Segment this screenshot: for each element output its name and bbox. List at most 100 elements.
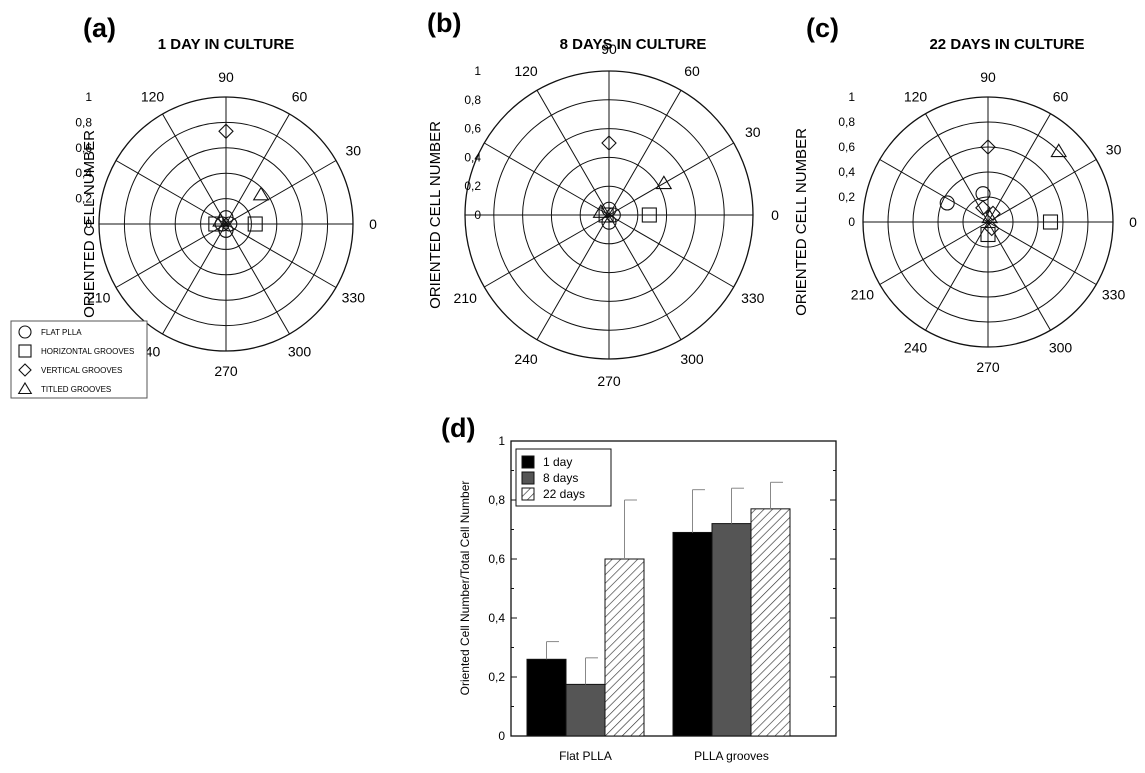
- angle-label: 60: [292, 89, 308, 105]
- polar-panel-3: (c) 22 DAYS IN CULTURE 0 30 60 90 120 210 240 270…: [793, 13, 1137, 375]
- angle-label: 40: [145, 343, 161, 359]
- legend-marker-square: [18, 344, 32, 358]
- bar-legend-label: 22 days: [543, 487, 585, 501]
- r-tick-label: 0: [85, 217, 92, 231]
- r-tick-label: 1: [85, 90, 92, 104]
- r-tick-label: 0,6: [464, 122, 481, 136]
- bar-legend-label: 1 day: [543, 455, 572, 469]
- polar-spoke: [225, 223, 337, 288]
- data-point-square: [1042, 214, 1059, 230]
- bar-legend-swatch: [521, 455, 535, 469]
- angle-label: 90: [980, 69, 996, 85]
- r-tick-label: 0,2: [75, 192, 92, 206]
- polar-spoke: [608, 214, 682, 340]
- r-tick-label: 0,8: [75, 115, 92, 129]
- data-point-diamond: [601, 135, 617, 151]
- marker-legend: FLAT PLLA HORIZONTAL GROOVES VERTICAL GROO…: [10, 320, 148, 399]
- polar-spoke: [879, 159, 989, 223]
- data-point-diamond: [983, 220, 1000, 237]
- angle-label: 300: [288, 343, 312, 359]
- data-point-square: [980, 226, 996, 243]
- angle-label: 270: [597, 373, 621, 389]
- bar-1: [526, 658, 567, 737]
- angle-label: 30: [745, 124, 761, 140]
- polar-charts: (a)1 DAY IN CULTURE030609012021040270300…: [75, 8, 1137, 389]
- angle-label: 270: [976, 359, 1000, 375]
- angle-label: 0: [771, 207, 779, 223]
- bar-legend-swatch: [521, 471, 535, 485]
- polar-spoke: [115, 160, 227, 225]
- polar-spoke: [608, 142, 734, 216]
- bar-chart: (d) 0 0,2 0,4 0,6 0,8 1 Oriented Cell Number/To…: [441, 413, 837, 763]
- polar-spoke: [608, 214, 734, 288]
- y-axis-label: Oriented Cell Number/Total Cell Number: [458, 481, 472, 696]
- r-tick-label: 0,2: [838, 190, 855, 204]
- x-tick-label: Flat PLLA: [559, 749, 612, 763]
- y-axis-label: ORIENTED CELL NUMBER: [81, 130, 98, 318]
- polar-spoke: [987, 221, 1097, 285]
- polar-spoke: [484, 214, 610, 288]
- angle-label: 60: [1053, 88, 1069, 104]
- polar-spoke: [484, 142, 610, 216]
- polar-spoke: [987, 159, 1097, 223]
- angle-label: 210: [851, 287, 875, 303]
- angle-label: 210: [87, 290, 111, 306]
- y-tick-label: 1: [498, 434, 505, 448]
- angle-label: 300: [680, 351, 704, 367]
- panel-title: 1 DAY IN CULTURE: [158, 36, 294, 53]
- polar-panel-1: (a) 1 DAY IN CULTURE 0 30 60 90 120 210 40 270 300…: [75, 13, 377, 379]
- bar-1: [672, 531, 713, 737]
- y-tick-label: 0,4: [488, 611, 505, 625]
- y-tick-label: 0,2: [488, 670, 505, 684]
- panel-label: (b): [427, 8, 461, 38]
- legend-marker-circle: [18, 325, 32, 339]
- legend-label: HORIZONTAL GROOVES: [41, 347, 134, 356]
- polar-spoke: [879, 221, 989, 285]
- data-point-diamond: [985, 205, 1001, 222]
- y-tick-label: 0: [498, 729, 505, 743]
- data-point-circle: [601, 201, 617, 217]
- panel-label: (a): [83, 13, 116, 43]
- r-tick-label: 0,2: [464, 179, 481, 193]
- polar-spoke: [225, 223, 290, 335]
- legend-box: [10, 320, 148, 399]
- polar-panel-2: (b) 8 DAYS IN CULTURE 0 30 60 90 120 210 240 270 3…: [427, 8, 779, 389]
- data-point-square: [641, 207, 657, 223]
- polar-spoke: [536, 90, 610, 216]
- angle-label: 0: [1129, 214, 1137, 230]
- angle-label: 60: [684, 63, 700, 79]
- x-tick-label: PLLA grooves: [694, 749, 769, 763]
- angle-label: 270: [214, 363, 238, 379]
- bar-3: [604, 558, 645, 737]
- data-point-triangle: [592, 203, 610, 218]
- polar-spoke: [162, 223, 227, 335]
- polar-spoke: [987, 113, 1051, 223]
- r-tick-label: 0,4: [838, 165, 855, 179]
- data-point-triangle: [252, 186, 270, 201]
- bar-3: [750, 508, 791, 737]
- polar-spoke: [987, 221, 1051, 331]
- polar-spoke: [536, 214, 610, 340]
- panel-title: 8 DAYS IN CULTURE: [560, 36, 707, 53]
- angle-label: 90: [601, 41, 617, 57]
- data-point-square: [208, 216, 224, 232]
- legend-marker-triangle: [17, 381, 33, 395]
- data-point-diamond: [218, 123, 234, 140]
- angle-label: 30: [346, 143, 362, 159]
- data-point-diamond: [980, 139, 996, 155]
- legend-marker-diamond: [18, 363, 32, 377]
- angle-label: 300: [1049, 340, 1073, 356]
- polar-spoke: [225, 160, 337, 225]
- angle-label: 210: [454, 290, 478, 306]
- data-point-triangle: [212, 212, 229, 227]
- angle-label: 330: [741, 290, 765, 306]
- panel-title: 22 DAYS IN CULTURE: [929, 36, 1084, 53]
- angle-label: 240: [514, 351, 538, 367]
- polar-spoke: [115, 223, 227, 288]
- data-point-circle: [939, 195, 955, 211]
- panel-label: (d): [441, 413, 475, 443]
- bar-2: [711, 523, 752, 737]
- r-tick-label: 0,4: [464, 150, 481, 164]
- polar-spoke: [925, 221, 989, 331]
